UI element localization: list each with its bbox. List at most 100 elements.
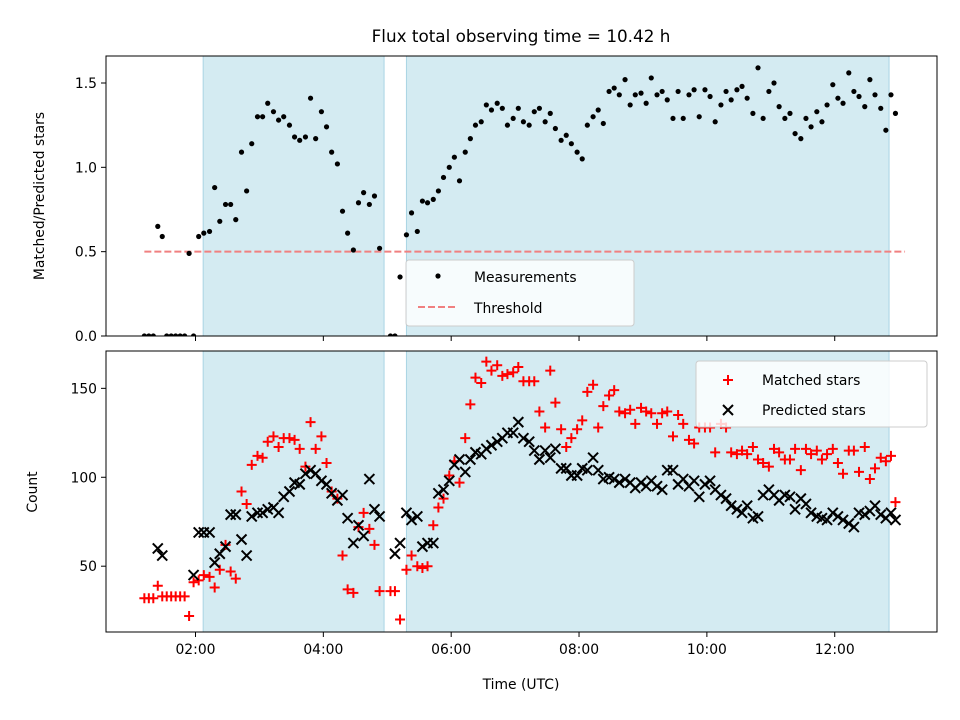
predicted-point: [699, 478, 711, 491]
predicted-point: [341, 512, 354, 524]
measurement-point: [233, 217, 239, 223]
legend-label-predicted: Predicted stars: [762, 403, 866, 419]
predicted-point: [283, 485, 296, 498]
matched-point: [800, 443, 811, 454]
matched-point: [822, 449, 833, 460]
matched-point: [422, 561, 433, 572]
matched-point: [545, 365, 556, 376]
measurement-point: [888, 92, 894, 98]
matched-point: [417, 562, 428, 573]
predicted-point: [192, 526, 205, 539]
measurement-point: [350, 247, 356, 253]
matched-point: [869, 463, 880, 474]
measurement-point: [222, 201, 229, 208]
matched-point: [209, 582, 220, 593]
measurement-point: [835, 95, 841, 101]
measurement-point: [862, 104, 868, 110]
measurement-point: [878, 105, 884, 111]
matched-point: [337, 550, 348, 561]
legend-top: Measurements Threshold: [405, 259, 635, 327]
measurement-point: [547, 110, 553, 116]
measurement-point: [397, 274, 403, 280]
measurement-point: [574, 149, 580, 155]
measurement-point: [155, 223, 161, 229]
matched-point: [784, 454, 795, 465]
measurement-point: [696, 114, 702, 120]
predicted-point: [688, 475, 700, 487]
matched-point: [481, 356, 492, 367]
measurement-point: [228, 201, 234, 208]
predicted-point: [736, 507, 748, 519]
top-y-axis-label: Matched/Predicted stars: [32, 112, 48, 280]
matched-point: [241, 498, 252, 509]
measurement-point: [186, 250, 192, 256]
measurement-point: [345, 230, 351, 236]
y-tick-label: 0.0: [75, 329, 97, 345]
matched-point: [572, 424, 583, 435]
matched-point: [737, 445, 748, 456]
predicted-point: [805, 507, 817, 519]
matched-point: [268, 431, 279, 442]
measurement-point: [177, 333, 183, 336]
predicted-point: [315, 475, 328, 487]
matched-point: [198, 570, 209, 581]
predicted-point: [389, 548, 401, 560]
predicted-point: [560, 462, 572, 475]
matched-point: [534, 406, 545, 417]
measurement-point: [643, 100, 649, 106]
measurement-point: [851, 88, 857, 95]
legend-box: [695, 360, 928, 428]
matched-point: [358, 507, 369, 518]
matched-point: [683, 434, 694, 445]
predicted-point: [875, 508, 887, 521]
matched-point: [875, 452, 886, 463]
predicted-point: [517, 432, 530, 444]
measurement-point: [846, 70, 852, 76]
measurement-point: [691, 87, 697, 93]
predicted-point: [720, 492, 732, 505]
predicted-point: [704, 475, 716, 487]
axes-frame: [105, 350, 938, 633]
measurement-point: [361, 190, 367, 196]
measurement-point: [712, 119, 718, 125]
predicted-point: [523, 435, 535, 448]
predicted-point: [405, 514, 418, 526]
predicted-point: [843, 517, 855, 530]
x-tick-label: 10:00: [687, 642, 727, 658]
measurement-point: [323, 124, 330, 130]
measurement-point: [472, 122, 479, 128]
measurement-point: [856, 93, 862, 100]
matched-point: [747, 442, 758, 453]
matched-point: [763, 461, 774, 472]
matched-point: [257, 452, 268, 463]
measurement-point: [408, 210, 415, 216]
measurement-point: [787, 110, 793, 116]
measurement-point: [728, 97, 734, 103]
matched-point: [476, 378, 487, 389]
measurement-point: [739, 83, 745, 89]
predicted-point: [741, 500, 753, 512]
measurement-point: [510, 115, 516, 122]
measurement-point: [830, 82, 836, 88]
measurement-point: [606, 88, 612, 95]
matched-point: [859, 442, 870, 453]
matched-point: [598, 401, 609, 412]
matched-point: [529, 376, 540, 387]
matched-point: [556, 424, 567, 435]
predicted-point: [336, 489, 349, 501]
measurement-point: [286, 122, 293, 128]
measurement-point: [281, 114, 287, 120]
predicted-point: [651, 480, 663, 492]
measurement-point: [771, 80, 777, 86]
y-tick-label: 0.5: [75, 245, 97, 261]
measurement-point: [840, 100, 846, 106]
measurement-point: [159, 233, 165, 240]
measurement-point: [392, 333, 398, 336]
top-panel: 0.0 0.5 1.0 1.5 Measurements Threshold: [75, 55, 938, 345]
series-matched-stars: [139, 356, 901, 625]
measurement-point: [675, 88, 681, 95]
matched-point: [284, 433, 295, 444]
observing-interval-1: [203, 56, 385, 336]
measurement-point: [302, 134, 309, 140]
matched-point: [389, 586, 400, 597]
